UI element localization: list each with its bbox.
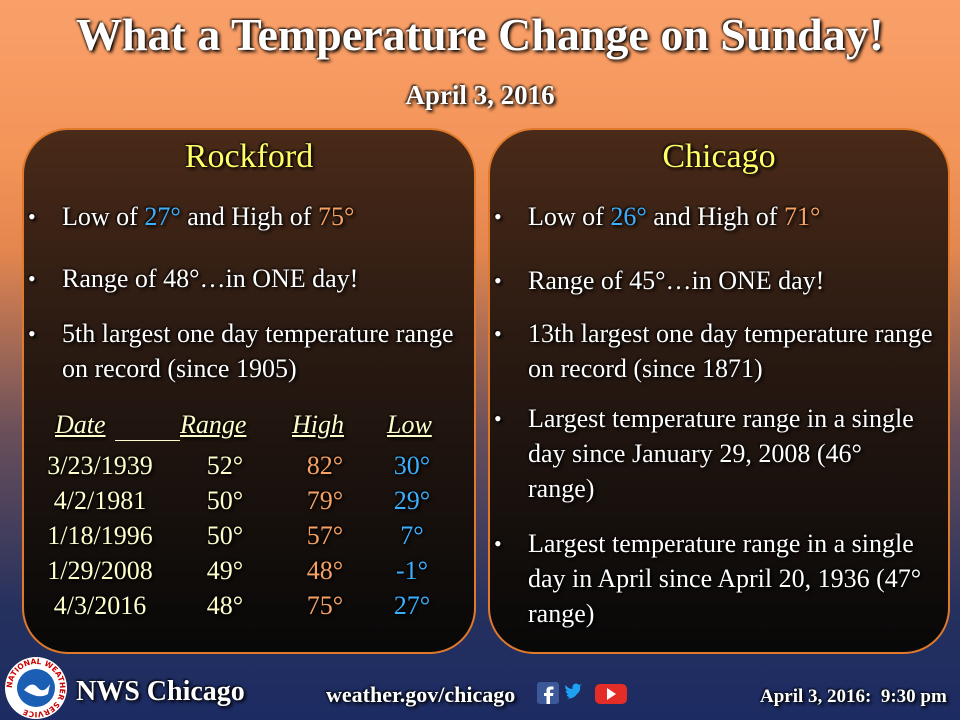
high-label: and High of	[653, 202, 778, 231]
row-range: 50°	[206, 486, 244, 515]
row-low: 30°	[393, 451, 431, 480]
row-high: 48°	[306, 556, 344, 585]
office: NWS Chicago	[76, 676, 245, 707]
row-date: 1/18/1996	[47, 521, 153, 550]
row-date: 1/29/2008	[47, 556, 153, 585]
social-icons	[537, 682, 627, 704]
bullet: 5th largest one day temperature range on…	[28, 316, 472, 386]
row-high: 57°	[306, 521, 344, 550]
panel-title: Rockford	[184, 138, 314, 175]
twitter-icon	[565, 683, 582, 699]
column-header: Range	[180, 410, 247, 439]
youtube-glyph	[607, 688, 616, 700]
row-date: 3/23/1939	[47, 451, 153, 480]
row-low: -1°	[395, 556, 429, 585]
column-header: Date	[55, 410, 106, 439]
bullet: Range of 45°…in ONE day!	[494, 263, 946, 298]
nws-logo: NATIONAL WEATHER SERVICE	[5, 657, 67, 719]
row-low: 29°	[393, 486, 431, 515]
column-header: Low	[387, 410, 432, 439]
row-range: 48°	[206, 591, 244, 620]
underline	[115, 440, 180, 441]
row-date: 4/3/2016	[53, 591, 147, 620]
title: What a Temperature Change on Sunday!	[75, 9, 885, 60]
bullet: 13th largest one day temperature range o…	[494, 316, 946, 386]
row-range: 50°	[206, 521, 244, 550]
facebook-glyph	[544, 686, 554, 704]
bullet: Range of 48°…in ONE day!	[28, 261, 472, 296]
low: 26°	[610, 202, 647, 231]
high-label: and High of	[187, 202, 312, 231]
row-high: 75°	[306, 591, 344, 620]
row-high: 79°	[306, 486, 344, 515]
date: April 3, 2016	[405, 80, 555, 110]
row-range: 49°	[206, 556, 244, 585]
summary: Low of 26° and High of 71°	[494, 199, 946, 234]
row-low: 27°	[393, 591, 431, 620]
panel-title: Chicago	[662, 138, 776, 175]
summary: Low of 27° and High of 75°	[28, 199, 472, 234]
row-date: 4/2/1981	[53, 486, 147, 515]
low-label: Low of	[528, 202, 604, 231]
url: weather.gov/chicago	[326, 682, 516, 707]
bullet: Largest temperature range in a single da…	[494, 401, 928, 506]
bullet: Largest temperature range in a single da…	[494, 526, 928, 631]
low-label: Low of	[62, 202, 138, 231]
high: 75°	[317, 202, 355, 231]
logo-cloud	[24, 684, 50, 697]
low: 27°	[144, 202, 181, 231]
column-header: High	[292, 410, 344, 439]
high: 71°	[783, 202, 821, 231]
timestamp: April 3, 2016: 9:30 pm	[760, 686, 947, 707]
row-range: 52°	[206, 451, 244, 480]
row-low: 7°	[400, 521, 424, 550]
row-high: 82°	[306, 451, 344, 480]
